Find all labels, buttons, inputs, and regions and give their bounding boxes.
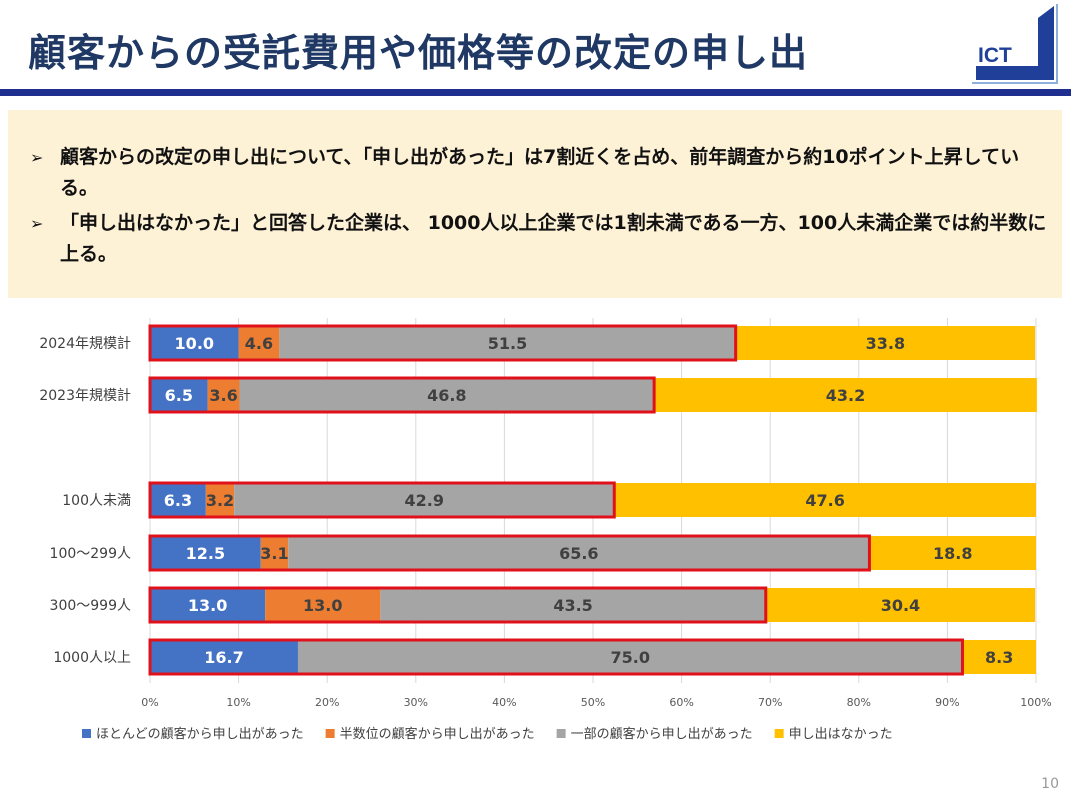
legend-swatch bbox=[325, 729, 335, 738]
bar-segment bbox=[260, 536, 289, 570]
bar-segment bbox=[150, 536, 261, 570]
data-label: 10.0 bbox=[175, 334, 214, 353]
page-title: 顧客からの受託費用や価格等の改定の申し出 bbox=[28, 31, 809, 75]
highlight-box bbox=[148, 376, 656, 414]
bar-segment bbox=[765, 588, 1036, 622]
data-label: 30.4 bbox=[881, 596, 920, 615]
legend-label: 申し出はなかった bbox=[789, 727, 893, 742]
bar-segment bbox=[288, 536, 870, 570]
bar-segment bbox=[150, 326, 239, 360]
bar-segment bbox=[297, 640, 963, 674]
legend-label: 一部の顧客から申し出があった bbox=[571, 726, 753, 742]
legend-label: 半数位の顧客から申し出があった bbox=[340, 726, 535, 742]
x-tick-label: 90% bbox=[935, 696, 959, 709]
bar-segment bbox=[614, 483, 1036, 517]
data-label: 3.1 bbox=[260, 544, 288, 563]
data-label: 13.0 bbox=[303, 596, 342, 615]
ict-logo: ICT bbox=[972, 4, 1058, 84]
bar-segment bbox=[150, 588, 266, 622]
header-divider bbox=[0, 89, 1071, 96]
summary-bullet: ➢ 顧客からの改定の申し出について、「申し出があった」は7割近くを占め、前年調査か… bbox=[30, 146, 1020, 199]
data-label: 33.8 bbox=[866, 334, 905, 353]
x-tick-label: 100% bbox=[1020, 696, 1051, 709]
legend-swatch bbox=[82, 729, 91, 738]
x-tick-label: 40% bbox=[492, 696, 516, 709]
x-tick-label: 10% bbox=[226, 696, 250, 709]
data-label: 43.2 bbox=[826, 386, 865, 405]
data-label: 47.6 bbox=[805, 491, 844, 510]
data-label: 65.6 bbox=[559, 544, 598, 563]
highlight-box bbox=[148, 481, 616, 519]
legend-swatch bbox=[556, 729, 566, 738]
category-label: 2023年規模計 bbox=[39, 388, 131, 404]
summary-bullet: ➢ 「申し出はなかった」と回答した企業は、 1000人以上企業では1割未満である一… bbox=[30, 212, 1047, 265]
data-label: 6.5 bbox=[165, 386, 193, 405]
data-label: 12.5 bbox=[186, 544, 225, 563]
x-tick-label: 50% bbox=[581, 696, 605, 709]
data-label: 13.0 bbox=[188, 596, 227, 615]
x-tick-label: 80% bbox=[847, 696, 871, 709]
page-number: 10 bbox=[1041, 776, 1059, 792]
highlight-box bbox=[148, 586, 768, 624]
x-tick-label: 20% bbox=[315, 696, 339, 709]
bar-segment bbox=[150, 378, 208, 412]
bar-segment bbox=[234, 483, 615, 517]
x-tick-label: 30% bbox=[404, 696, 428, 709]
bar-segment bbox=[380, 588, 766, 622]
data-label: 18.8 bbox=[933, 544, 972, 563]
highlight-box bbox=[148, 324, 738, 362]
highlight-box bbox=[148, 638, 964, 676]
bar-segment bbox=[265, 588, 381, 622]
data-label: 8.3 bbox=[985, 648, 1013, 667]
category-label: 100人未満 bbox=[62, 493, 131, 509]
x-tick-label: 60% bbox=[669, 696, 693, 709]
bar-segment bbox=[869, 536, 1036, 570]
data-label: 75.0 bbox=[610, 648, 649, 667]
category-label: 100～299人 bbox=[50, 546, 131, 562]
bar-segment bbox=[207, 378, 240, 412]
x-tick-label: 70% bbox=[758, 696, 782, 709]
bar-segment bbox=[150, 483, 206, 517]
bar-segment bbox=[279, 326, 736, 360]
data-label: 46.8 bbox=[427, 386, 466, 405]
bar-segment bbox=[239, 378, 655, 412]
category-label: 1000人以上 bbox=[53, 650, 131, 666]
bar-segment bbox=[962, 640, 1036, 674]
svg-text:ICT: ICT bbox=[978, 44, 1012, 67]
data-label: 3.6 bbox=[209, 386, 237, 405]
data-label: 51.5 bbox=[488, 334, 527, 353]
data-label: 6.3 bbox=[164, 491, 192, 510]
data-label: 43.5 bbox=[553, 596, 592, 615]
bar-segment bbox=[205, 483, 235, 517]
data-label: 4.6 bbox=[245, 334, 273, 353]
data-label: 3.2 bbox=[206, 491, 234, 510]
bar-segment bbox=[654, 378, 1037, 412]
bar-segment bbox=[150, 640, 298, 674]
bar-segment bbox=[735, 326, 1036, 360]
category-label: 300～999人 bbox=[50, 598, 131, 614]
data-label: 16.7 bbox=[204, 648, 243, 667]
legend-swatch bbox=[774, 729, 784, 738]
highlight-box bbox=[148, 534, 871, 572]
x-tick-label: 0% bbox=[141, 696, 158, 709]
legend-label: ほとんどの顧客から申し出があった bbox=[96, 726, 304, 742]
bar-segment bbox=[238, 326, 280, 360]
summary-box: ➢ 顧客からの改定の申し出について、「申し出があった」は7割近くを占め、前年調査か… bbox=[8, 110, 1062, 298]
data-label: 42.9 bbox=[404, 491, 443, 510]
category-label: 2024年規模計 bbox=[39, 336, 131, 352]
